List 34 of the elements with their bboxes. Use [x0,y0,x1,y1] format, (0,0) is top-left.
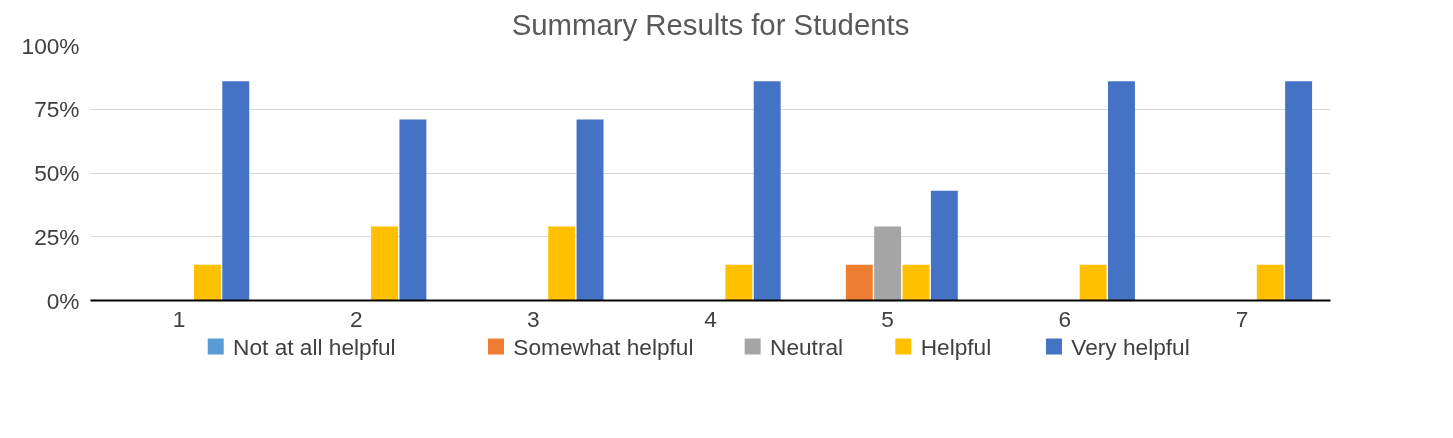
x-tick-label: 2 [349,305,363,332]
y-tick-label: 50% [34,160,80,186]
bar [902,264,930,301]
x-tick-label: 5 [881,305,894,332]
y-tick-label: 0% [46,287,80,314]
bar [193,264,221,301]
legend-label: Neutral [770,333,844,360]
legend-label: Very helpful [1071,333,1190,360]
y-tick-label: 100% [21,32,80,59]
bar [1256,264,1284,301]
y-tick-label: 75% [34,96,80,123]
bar [1285,81,1313,301]
bar [725,264,753,301]
bar [399,119,427,301]
bar [576,119,604,301]
bar [930,190,958,301]
x-tick-label: 7 [1235,305,1249,332]
legend-label: Somewhat helpful [513,333,694,360]
bar [371,226,399,301]
bar [874,226,902,301]
chart-title: Summary Results for Students [511,7,910,41]
x-tick-label: 4 [704,305,717,332]
x-tick-label: 3 [527,305,540,332]
x-tick-label: 6 [1058,305,1072,332]
legend-label: Not at all helpful [233,333,396,360]
x-tick-label: 1 [172,305,186,332]
bar [548,226,576,301]
legend-label: Helpful [920,333,992,360]
bar [845,264,873,301]
bar [222,81,250,301]
y-tick-label: 25% [34,223,80,250]
bar [1108,81,1135,301]
bar [1079,264,1107,301]
bar [753,81,781,301]
